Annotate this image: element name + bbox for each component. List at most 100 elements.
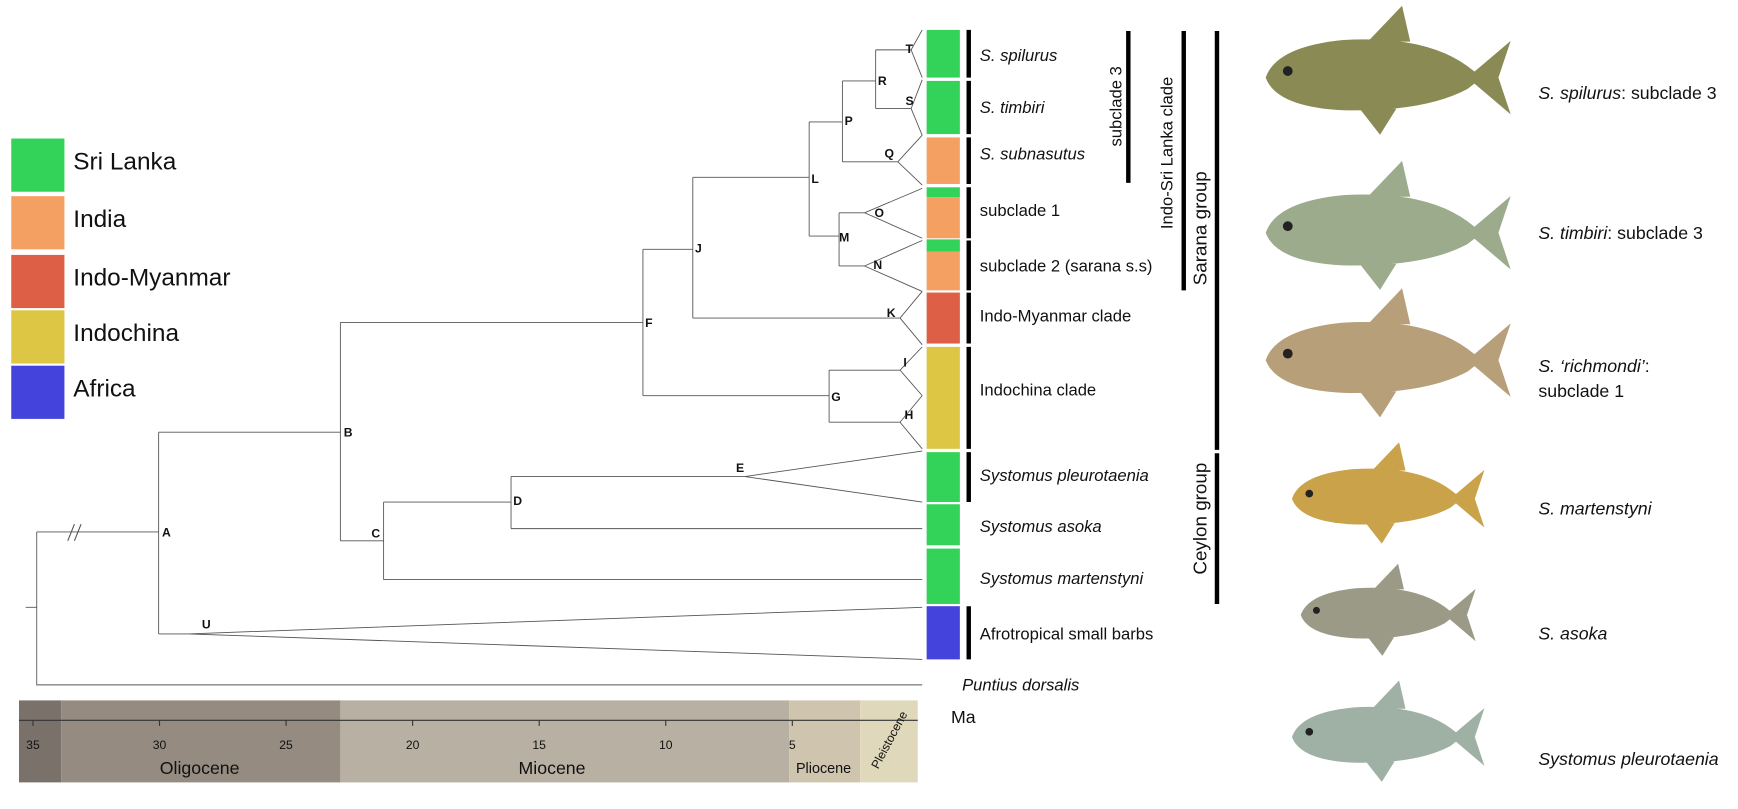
caption-note: : — [1645, 356, 1650, 376]
clade-label: Sarana group — [1189, 171, 1210, 285]
taxon-label: Systomus pleurotaenia — [980, 466, 1149, 485]
node-label: B — [344, 426, 353, 440]
tick-label: 20 — [406, 738, 420, 752]
clade-label: subclade 3 — [1107, 66, 1126, 146]
tick-label: 10 — [659, 738, 673, 752]
region-cell — [926, 251, 960, 291]
legend: Sri Lanka India Indo-Myanmar Indochina Afric… — [11, 138, 230, 419]
epoch-band — [860, 700, 918, 783]
region-cell — [926, 29, 960, 78]
node-label: K — [887, 306, 896, 320]
region-cell — [926, 292, 960, 344]
legend-label: Indochina — [73, 320, 179, 347]
fish-caption: S. asoka — [1538, 624, 1607, 644]
fish-image — [1291, 442, 1485, 544]
fish-caption: Systomus pleurotaenia — [1538, 749, 1718, 769]
node-label: I — [903, 356, 906, 370]
taxon-label: S. timbiri — [980, 98, 1046, 117]
epoch-label: Pliocene — [796, 761, 851, 777]
taxon-label: Indochina clade — [980, 381, 1096, 400]
taxon-label: S. subnasutus — [980, 145, 1085, 164]
node-label: G — [831, 390, 840, 404]
taxon-label: Systomus martenstyni — [980, 569, 1145, 588]
node-label: C — [371, 526, 380, 540]
region-cell — [926, 346, 960, 449]
node-label: Q — [885, 146, 894, 160]
region-cell — [926, 504, 960, 546]
fish-image — [1265, 160, 1511, 290]
caption-note: : subclade 3 — [1607, 223, 1703, 243]
fish-caption: S. timbiri: subclade 3 — [1538, 223, 1703, 243]
caption-species: S. ‘richmondi’ — [1538, 356, 1645, 376]
tick-label: 30 — [153, 738, 167, 752]
clade-label: Indo-Sri Lanka clade — [1158, 77, 1177, 229]
fish-image — [1265, 5, 1511, 135]
legend-swatch — [11, 365, 65, 419]
tick-label: 15 — [532, 738, 546, 752]
legend-swatch — [11, 196, 65, 250]
axis-unit: Ma — [951, 707, 976, 727]
caption-species: S. spilurus — [1538, 83, 1621, 103]
node-label: H — [904, 408, 913, 422]
tick-label: 35 — [26, 738, 40, 752]
region-cell — [926, 80, 960, 135]
epoch-band — [61, 700, 341, 783]
node-label: P — [845, 114, 853, 128]
epoch-band — [18, 700, 62, 783]
node-label: O — [875, 206, 884, 220]
tick-label: 25 — [279, 738, 293, 752]
tick-label: 5 — [789, 738, 796, 752]
tree-branches — [25, 29, 923, 686]
legend-label: Indo-Myanmar — [73, 265, 230, 292]
node-label: T — [906, 42, 914, 56]
node-label: A — [162, 525, 171, 539]
legend-label: India — [73, 206, 126, 233]
taxon-label: S. spilurus — [980, 46, 1058, 65]
fish-caption: S. martenstyni — [1538, 498, 1652, 518]
fish-image — [1265, 288, 1511, 418]
legend-label: Africa — [73, 376, 136, 403]
fish-caption: S. spilurus: subclade 3 — [1538, 83, 1716, 103]
fish-caption: subclade 1 — [1538, 381, 1624, 401]
node-label: E — [736, 461, 744, 475]
epoch-label: Miocene — [519, 758, 586, 778]
node-label: S — [906, 94, 914, 108]
legend-label: Sri Lanka — [73, 148, 176, 175]
timescale: Oligocene Miocene Pliocene Pleistocene M… — [18, 700, 976, 783]
fish-caption: S. ‘richmondi’: — [1538, 356, 1649, 376]
taxon-label: Puntius dorsalis — [962, 675, 1079, 694]
legend-swatch — [11, 138, 65, 192]
region-column — [926, 29, 960, 660]
taxon-label: subclade 1 — [980, 201, 1060, 220]
region-cell — [926, 548, 960, 604]
taxon-label: Systomus asoka — [980, 517, 1102, 536]
clade-label: Ceylon group — [1189, 463, 1210, 575]
legend-swatch — [11, 254, 65, 309]
region-cell — [926, 137, 960, 184]
region-cell — [926, 452, 960, 503]
region-cell — [926, 187, 960, 198]
epoch-band — [789, 700, 861, 783]
fish-image — [1291, 680, 1485, 782]
taxon-label: Afrotropical small barbs — [980, 624, 1154, 643]
node-label: U — [202, 617, 211, 631]
epoch-label: Oligocene — [160, 758, 240, 778]
taxon-label: subclade 2 (sarana s.s) — [980, 256, 1153, 275]
caption-species: S. timbiri — [1538, 223, 1608, 243]
taxon-label: Indo-Myanmar clade — [980, 306, 1131, 325]
node-label: D — [513, 494, 522, 508]
epoch-band — [340, 700, 790, 783]
caption-note: : subclade 3 — [1621, 83, 1717, 103]
node-label: F — [645, 316, 652, 330]
region-cell — [926, 197, 960, 239]
branch-break — [67, 523, 82, 542]
region-cell — [926, 239, 960, 252]
node-label: R — [878, 74, 887, 88]
node-label: M — [839, 230, 849, 244]
region-cell — [926, 606, 960, 660]
node-label: L — [811, 172, 819, 186]
node-label: N — [873, 258, 882, 272]
fish-image — [1300, 563, 1476, 656]
legend-swatch — [11, 310, 65, 364]
